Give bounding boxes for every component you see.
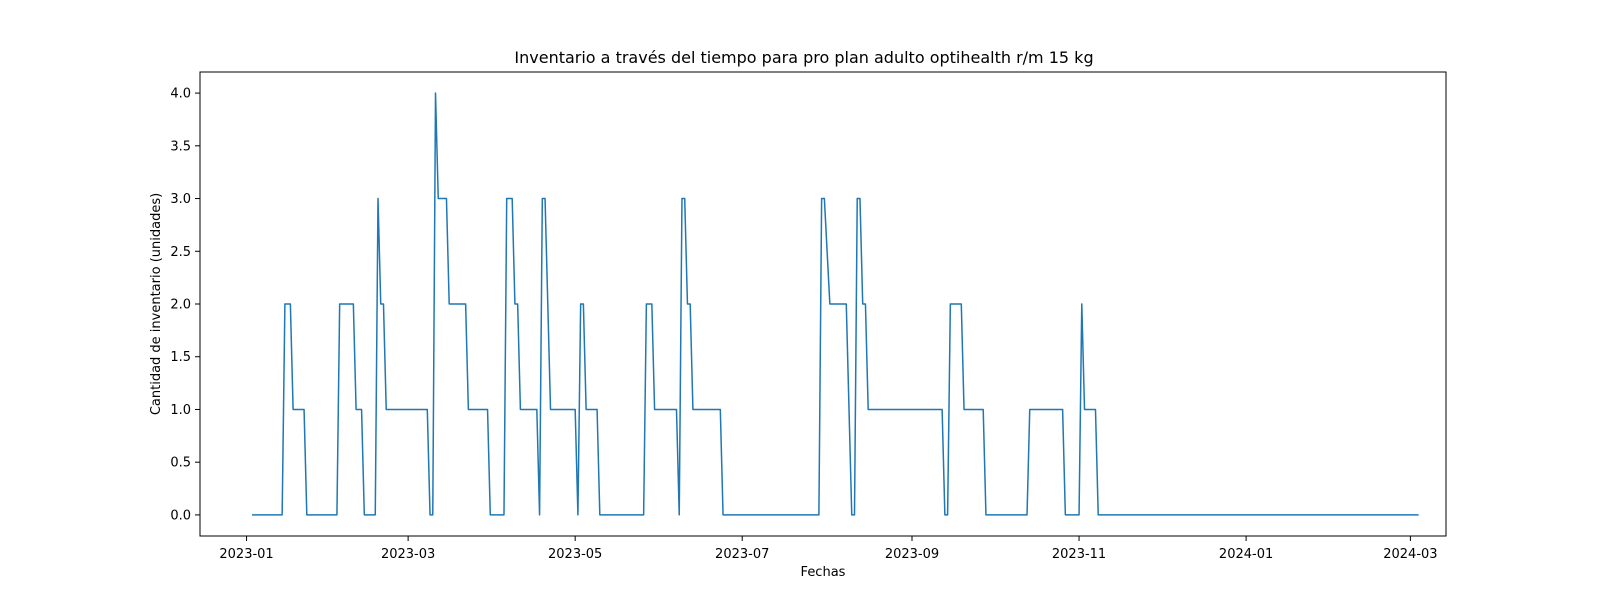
x-tick-label: 2023-09 <box>885 547 939 562</box>
x-tick-label: 2023-05 <box>548 547 602 562</box>
y-tick-label: 1.0 <box>170 403 191 418</box>
y-tick-label: 0.5 <box>170 456 191 471</box>
x-tick-label: 2024-03 <box>1383 547 1437 562</box>
x-tick-label: 2024-01 <box>1219 547 1273 562</box>
chart-title: Inventario a través del tiempo para pro … <box>514 48 1093 67</box>
series-line <box>252 92 1419 516</box>
plot-area <box>252 92 1419 516</box>
y-tick-label: 3.0 <box>170 192 191 207</box>
y-tick-label: 2.0 <box>170 298 191 313</box>
x-tick-label: 2023-01 <box>219 547 273 562</box>
y-tick-label: 1.5 <box>170 350 191 365</box>
y-axis: 0.0 0.5 1.0 1.5 2.0 2.5 3.0 3.5 4.0 <box>170 87 200 523</box>
x-axis-label: Fechas <box>801 565 846 580</box>
x-axis: 2023-01 2023-03 2023-05 2023-07 2023-09 2023-… <box>219 536 1438 562</box>
y-tick-label: 0.0 <box>170 508 191 523</box>
y-tick-label: 4.0 <box>170 87 191 102</box>
y-tick-label: 2.5 <box>170 245 191 260</box>
x-tick-label: 2023-03 <box>381 547 435 562</box>
y-axis-label: Cantidad de inventario (unidades) <box>149 193 164 415</box>
y-tick-label: 3.5 <box>170 139 191 154</box>
x-tick-label: 2023-11 <box>1052 547 1106 562</box>
x-tick-label: 2023-07 <box>715 547 769 562</box>
